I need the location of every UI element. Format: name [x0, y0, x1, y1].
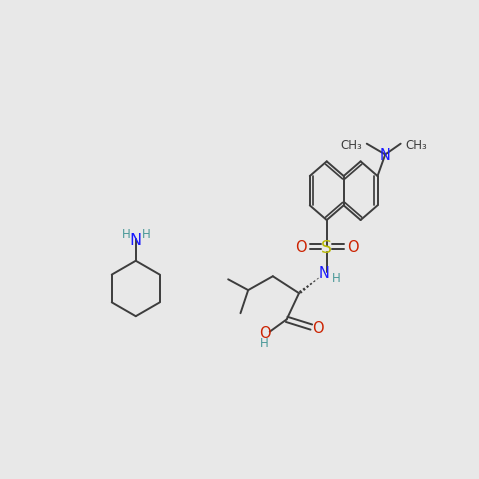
- Text: N: N: [130, 233, 142, 248]
- Text: N: N: [380, 148, 391, 163]
- Text: H: H: [332, 272, 341, 285]
- Text: H: H: [121, 228, 130, 241]
- Text: O: O: [295, 240, 307, 255]
- Text: H: H: [260, 338, 269, 351]
- Text: N: N: [319, 266, 330, 281]
- Text: O: O: [312, 321, 323, 336]
- Text: CH₃: CH₃: [405, 139, 427, 152]
- Text: H: H: [141, 228, 150, 241]
- Text: CH₃: CH₃: [341, 139, 362, 152]
- Text: O: O: [259, 326, 271, 341]
- Text: O: O: [347, 240, 359, 255]
- Text: S: S: [321, 239, 332, 257]
